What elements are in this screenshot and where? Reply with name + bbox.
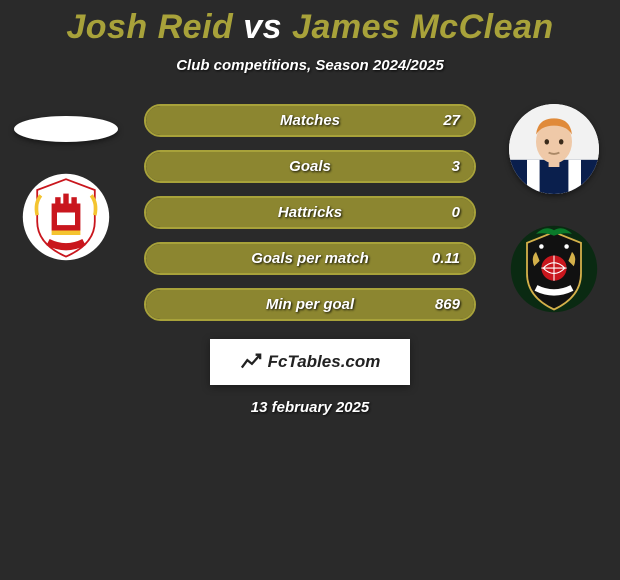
- player-2-avatar: [509, 104, 599, 194]
- player-1-name: Josh Reid: [66, 8, 233, 46]
- page-title: Josh Reid vs James McClean: [0, 0, 620, 47]
- vs-text: vs: [243, 8, 282, 46]
- date-text: 13 february 2025: [0, 399, 620, 416]
- comparison-body: Matches 27 Goals 3 Hattricks 0 Goals per match…: [0, 104, 620, 321]
- player-2-name: James McClean: [292, 8, 554, 46]
- stat-label: Matches: [280, 112, 340, 129]
- stat-bar: Min per goal 869: [144, 288, 476, 321]
- player-2-crest: [509, 224, 599, 314]
- left-column: [6, 104, 126, 321]
- stat-label: Goals: [289, 158, 331, 175]
- player-1-avatar: [14, 116, 118, 142]
- chart-icon: [240, 351, 262, 373]
- stat-label: Min per goal: [266, 296, 354, 313]
- player-1-crest: [21, 172, 111, 262]
- player-2-photo-icon: [509, 104, 599, 194]
- stat-value-right: 0: [452, 204, 460, 221]
- stat-bar: Goals per match 0.11: [144, 242, 476, 275]
- stevenage-crest-icon: [21, 172, 111, 262]
- right-column: [494, 104, 614, 321]
- stat-label: Hattricks: [278, 204, 342, 221]
- stat-value-right: 0.11: [432, 250, 460, 267]
- stat-bar: Matches 27: [144, 104, 476, 137]
- stat-label: Goals per match: [251, 250, 369, 267]
- subtitle: Club competitions, Season 2024/2025: [0, 57, 620, 74]
- wrexham-crest-icon: [509, 224, 599, 314]
- stat-value-right: 869: [435, 296, 460, 313]
- stat-bar: Hattricks 0: [144, 196, 476, 229]
- stat-bar: Goals 3: [144, 150, 476, 183]
- branding-text: FcTables.com: [268, 352, 381, 372]
- stat-value-right: 3: [452, 158, 460, 175]
- branding-badge: FcTables.com: [210, 339, 410, 385]
- stat-value-right: 27: [443, 112, 460, 129]
- stat-bars: Matches 27 Goals 3 Hattricks 0 Goals per match…: [126, 104, 494, 321]
